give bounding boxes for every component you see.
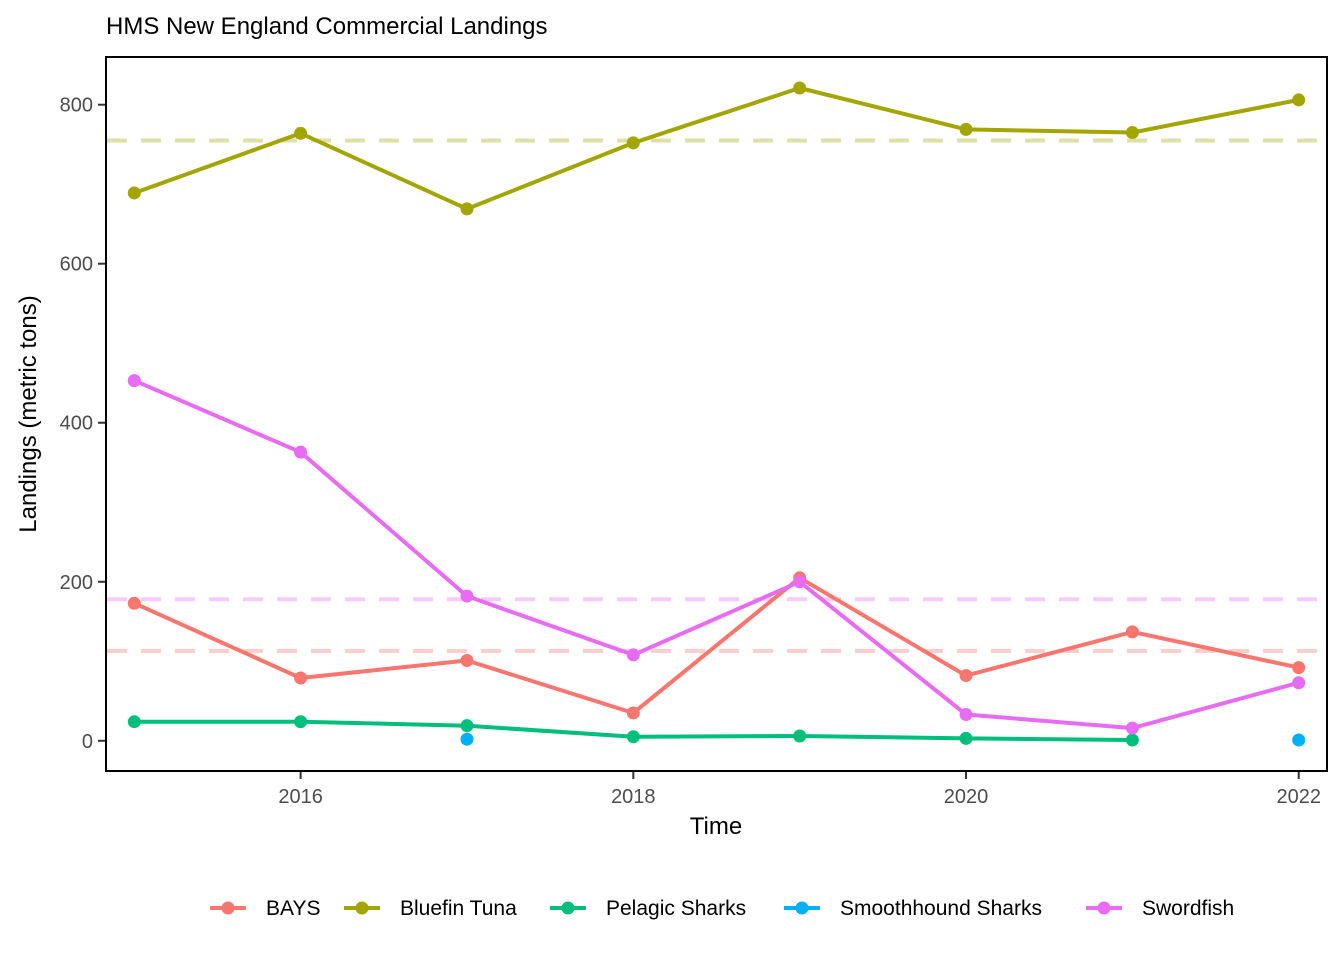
legend-label-pelagic-sharks: Pelagic Sharks [606, 897, 746, 920]
y-tick-label-600: 600 [60, 254, 93, 276]
legend-label-smoothhound-sharks: Smoothhound Sharks [840, 897, 1042, 920]
data-point-swordfish-2020 [959, 708, 973, 722]
y-axis-title: Landings (metric tons) [15, 295, 42, 532]
data-point-swordfish-2016 [294, 445, 308, 459]
data-point-swordfish-2022 [1292, 676, 1306, 690]
y-tick-label-0: 0 [82, 731, 93, 753]
data-point-bluefin-tuna-2016 [294, 126, 308, 140]
legend: BAYS Bluefin Tuna Pelagic Sharks Smoothhoun… [210, 897, 1234, 920]
legend-label-swordfish: Swordfish [1142, 897, 1234, 920]
series-line-bluefin-tuna [132, 86, 1301, 211]
legend-label-bays: BAYS [266, 897, 320, 920]
x-tick-label-2018: 2018 [611, 786, 656, 808]
data-point-swordfish-2018 [626, 648, 640, 662]
data-point-pelagic-sharks-2021 [1125, 733, 1139, 747]
data-point-pelagic-sharks-2020 [959, 731, 973, 745]
data-point-bluefin-tuna-2019 [793, 81, 807, 95]
data-point-bluefin-tuna-2015 [127, 186, 141, 200]
data-point-smoothhound-sharks-2017 [460, 732, 474, 746]
plot-area [107, 81, 1326, 747]
data-point-swordfish-2019 [793, 575, 807, 589]
legend-key-point-pelagic-sharks [561, 901, 575, 915]
data-point-pelagic-sharks-2017 [460, 719, 474, 733]
data-point-bluefin-tuna-2018 [626, 136, 640, 150]
plot-border [105, 56, 1328, 772]
legend-key-point-bluefin-tuna [355, 901, 369, 915]
x-axis-title: Time [690, 813, 742, 840]
data-point-bays-2020 [959, 669, 973, 683]
y-tick-label-800: 800 [60, 95, 93, 117]
data-point-bays-2021 [1125, 625, 1139, 639]
data-point-bluefin-tuna-2020 [959, 122, 973, 136]
data-point-bluefin-tuna-2021 [1125, 126, 1139, 140]
data-point-swordfish-2021 [1125, 721, 1139, 735]
x-tick-label-2022: 2022 [1276, 786, 1321, 808]
data-point-bays-2016 [294, 671, 308, 685]
data-point-pelagic-sharks-2016 [294, 715, 308, 729]
x-tick-label-2020: 2020 [944, 786, 989, 808]
x-tick-label-2016: 2016 [278, 786, 323, 808]
data-point-swordfish-2015 [127, 374, 141, 388]
data-point-bays-2018 [626, 706, 640, 720]
chart-title: HMS New England Commercial Landings [106, 13, 548, 40]
data-point-bays-2022 [1292, 661, 1306, 675]
axes: 2016 2018 2020 2022 0 200 400 600 800 [60, 95, 1321, 808]
y-tick-label-200: 200 [60, 572, 93, 594]
data-point-bluefin-tuna-2022 [1292, 93, 1306, 107]
legend-key-point-smoothhound-sharks [795, 901, 809, 915]
data-point-bays-2015 [127, 596, 141, 610]
data-point-bluefin-tuna-2017 [460, 202, 474, 216]
data-point-smoothhound-sharks-2022 [1292, 733, 1306, 747]
y-tick-label-400: 400 [60, 413, 93, 435]
data-point-bays-2017 [460, 653, 474, 667]
data-point-pelagic-sharks-2015 [127, 715, 141, 729]
legend-key-point-bays [221, 901, 235, 915]
data-point-pelagic-sharks-2018 [626, 730, 640, 744]
legend-label-bluefin-tuna: Bluefin Tuna [400, 897, 517, 920]
data-point-pelagic-sharks-2019 [793, 729, 807, 743]
legend-key-point-swordfish [1097, 901, 1111, 915]
series-line-bays [132, 575, 1301, 715]
series-line-swordfish [132, 378, 1301, 731]
data-point-swordfish-2017 [460, 589, 474, 603]
